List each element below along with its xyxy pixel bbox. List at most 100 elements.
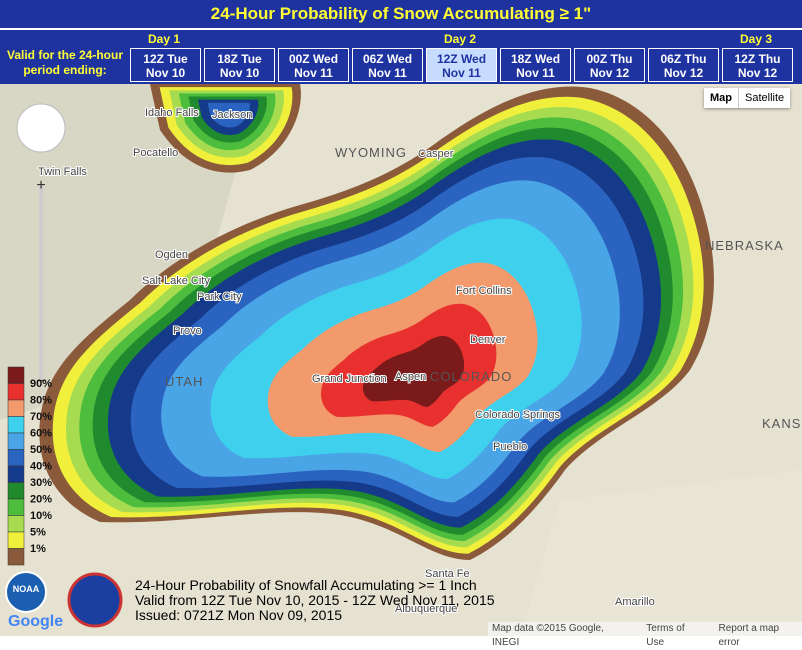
noaa-text: NOAA: [13, 584, 40, 594]
time-tab[interactable]: 06Z Thu Nov 12: [648, 48, 719, 82]
place-label: Park City: [197, 291, 242, 303]
pan-control[interactable]: [16, 103, 66, 153]
terms-link[interactable]: Terms of Use: [646, 623, 685, 648]
footer: Map data ©2015 Google, INEGI Terms of Us…: [488, 622, 802, 648]
time-tab[interactable]: 00Z Wed Nov 11: [278, 48, 349, 82]
place-label: NEBRASKA: [705, 238, 784, 253]
place-label: KANS: [762, 416, 801, 431]
header: 24-Hour Probability of Snow Accumulating…: [0, 0, 802, 84]
place-label: Provo: [173, 325, 202, 337]
place-label: Fort Collins: [456, 285, 512, 297]
legend-label: 70%: [30, 411, 52, 423]
place-label: Albuquerque: [395, 603, 457, 615]
time-tab[interactable]: 12Z Thu Nov 12: [722, 48, 793, 82]
legend-label: 60%: [30, 428, 52, 440]
place-label: Jackson: [212, 109, 252, 121]
google-logo: Google: [8, 613, 63, 630]
zoom-in[interactable]: +: [36, 177, 45, 194]
time-tab[interactable]: 12Z Tue Nov 10: [130, 48, 201, 82]
legend-label: 1%: [30, 543, 46, 555]
tab-time: 12Z Thu: [734, 52, 781, 66]
place-label: Amarillo: [615, 596, 655, 608]
place-label: Salt Lake City: [142, 275, 210, 287]
tab-date: Nov 10: [219, 66, 260, 80]
place-label: Idaho Falls: [145, 107, 199, 119]
valid-label: Valid for the 24-hour period ending:: [6, 48, 123, 77]
place-label: Grand Junction: [312, 373, 387, 385]
place-label: WYOMING: [335, 145, 407, 160]
map-type-control: Map Satellite: [704, 88, 791, 108]
tab-date: Nov 11: [368, 66, 407, 80]
legend-label: 5%: [30, 527, 46, 539]
legend-swatch: [7, 531, 25, 549]
place-label: Aspen: [395, 371, 426, 383]
tab-time: 12Z Wed: [436, 52, 487, 66]
place-label: Santa Fe: [425, 568, 470, 580]
map-button[interactable]: Map: [710, 92, 732, 104]
legend-label: 30%: [30, 477, 52, 489]
time-tab[interactable]: 18Z Tue Nov 10: [204, 48, 275, 82]
place-label: Twin Falls: [38, 166, 87, 178]
legend-swatch: [7, 465, 25, 483]
legend-label: 80%: [30, 395, 52, 407]
legend-swatch: [7, 383, 25, 401]
zoom-out[interactable]: −: [36, 373, 45, 390]
probability-contour: [207, 102, 250, 128]
tab-date: Nov 12: [589, 66, 630, 80]
tab-time: 18Z Wed: [510, 52, 561, 66]
map: Idaho Falls Jackson Pocatello Twin Falls WYO…: [0, 84, 802, 636]
time-tab[interactable]: 18Z Wed Nov 11: [500, 48, 571, 82]
legend-label: 40%: [30, 461, 52, 473]
legend-swatch: [7, 449, 25, 467]
legend-swatch: [7, 482, 25, 500]
caption-line: Issued: 0721Z Mon Nov 09, 2015: [135, 607, 343, 623]
place-label: Pocatello: [133, 147, 178, 159]
place-label: COLORADO: [430, 369, 512, 384]
legend-label: 20%: [30, 494, 52, 506]
legend-swatch: [7, 548, 25, 566]
tab-date: Nov 12: [737, 66, 778, 80]
legend-swatch: [7, 432, 25, 450]
tab-date: Nov 11: [516, 66, 555, 80]
legend-label: 90%: [30, 378, 52, 390]
legend-swatch: [7, 399, 25, 417]
day-label: Day 2: [444, 32, 477, 46]
time-tab[interactable]: 06Z Wed Nov 11: [352, 48, 423, 82]
place-label: Ogden: [155, 249, 188, 261]
nws-logo: [67, 572, 123, 628]
tab-date: Nov 10: [145, 66, 186, 80]
legend-label: 50%: [30, 444, 52, 456]
tab-time: 06Z Thu: [660, 52, 707, 66]
report-link[interactable]: Report a map error: [718, 623, 780, 648]
time-tab[interactable]: 00Z Thu Nov 12: [574, 48, 645, 82]
place-label: Casper: [418, 148, 454, 160]
tab-time: 12Z Tue: [143, 52, 188, 66]
caption: 24-Hour Probability of Snowfall Accumula…: [135, 578, 495, 623]
title: 24-Hour Probability of Snow Accumulating…: [0, 0, 802, 30]
tab-date: Nov 12: [663, 66, 704, 80]
place-label: Colorado Springs: [475, 409, 560, 421]
legend-swatch: [7, 366, 25, 384]
probability-contour: [362, 335, 465, 407]
time-tab[interactable]: 12Z Wed Nov 11: [426, 48, 497, 82]
place-label: Pueblo: [493, 441, 527, 453]
map-data: Map data ©2015 Google, INEGI: [492, 623, 604, 648]
tab-time: 00Z Wed: [288, 52, 339, 66]
caption-line: Valid from 12Z Tue Nov 10, 2015 - 12Z We…: [135, 592, 495, 608]
legend-swatch: [7, 498, 25, 516]
satellite-button[interactable]: Satellite: [738, 88, 790, 108]
tab-time: 18Z Tue: [217, 52, 262, 66]
tab-time: 00Z Thu: [586, 52, 633, 66]
place-label: UTAH: [165, 374, 203, 389]
tab-time: 06Z Wed: [362, 52, 413, 66]
legend-swatch: [7, 515, 25, 533]
place-label: Denver: [470, 334, 506, 346]
noaa-logo: [5, 571, 47, 613]
caption-line: 24-Hour Probability of Snowfall Accumula…: [135, 577, 477, 593]
legend-label: 10%: [30, 510, 52, 522]
tab-date: Nov 11: [442, 66, 481, 80]
day-label: Day 1: [148, 32, 181, 46]
day-label: Day 3: [740, 32, 773, 46]
tab-date: Nov 11: [294, 66, 333, 80]
